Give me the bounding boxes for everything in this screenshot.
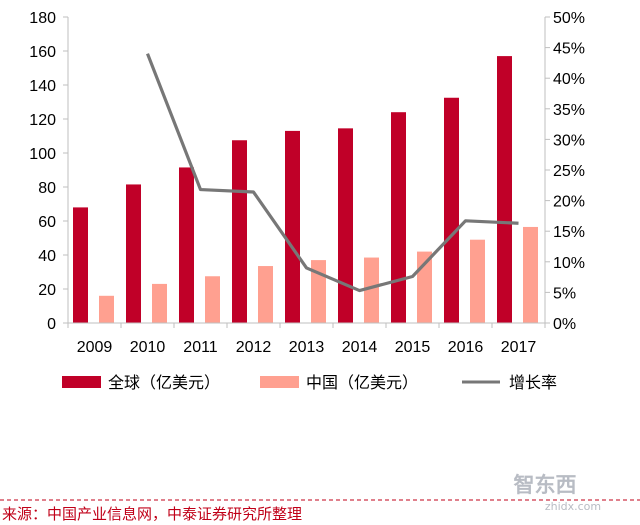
x-tick-label-2012: 2012 xyxy=(236,339,272,356)
y-right-tick-label-50: 50% xyxy=(553,10,585,27)
y-left-tick-label-100: 100 xyxy=(29,146,56,163)
legend-label-global: 全球（亿美元） xyxy=(108,373,220,392)
x-tick-label-2013: 2013 xyxy=(289,339,325,356)
bar-global-2012 xyxy=(232,140,247,323)
x-tick-label-2010: 2010 xyxy=(130,339,166,356)
x-tick-label-2014: 2014 xyxy=(342,339,378,356)
y-right-tick-label-5: 5% xyxy=(553,285,576,302)
y-right-tick-label-40: 40% xyxy=(553,71,585,88)
x-tick-label-2015: 2015 xyxy=(395,339,431,356)
bar-global-2016 xyxy=(444,97,459,323)
bar-china-2014 xyxy=(364,257,379,323)
y-left-tick-label-20: 20 xyxy=(38,282,56,299)
y-right-tick-label-15: 15% xyxy=(553,224,585,241)
bar-china-2017 xyxy=(523,226,538,323)
y-right-tick-label-30: 30% xyxy=(553,132,585,149)
legend-label-growth-rate: 增长率 xyxy=(509,373,557,392)
bar-global-2015 xyxy=(391,112,406,323)
watermark-logo-text: 智东西 xyxy=(514,473,577,497)
watermark-logo: 智东西 zhidx.com xyxy=(514,473,602,513)
y-right-tick-label-35: 35% xyxy=(553,102,585,119)
y-left-tick-label-80: 80 xyxy=(38,180,56,197)
y-right-tick-label-20: 20% xyxy=(553,194,585,211)
source-note: 来源：中国产业信息网，中泰证券研究所整理 xyxy=(2,505,302,523)
bar-china-2016 xyxy=(470,239,485,323)
x-tick-label-2009: 2009 xyxy=(77,339,113,356)
bar-china-2011 xyxy=(205,276,220,323)
plot-area xyxy=(73,53,538,323)
x-tick-label-2017: 2017 xyxy=(501,339,537,356)
bar-global-2011 xyxy=(179,167,194,323)
bar-global-2014 xyxy=(338,128,353,323)
bar-global-2009 xyxy=(73,207,88,323)
legend: 全球（亿美元） 中国（亿美元） 增长率 xyxy=(62,373,557,392)
y-left-tick-label-0: 0 xyxy=(47,316,56,333)
y-right-tick-label-10: 10% xyxy=(553,255,585,272)
bar-global-2010 xyxy=(126,184,141,323)
bar-global-2013 xyxy=(285,130,300,323)
bar-china-2012 xyxy=(258,266,273,323)
y-right-tick-label-0: 0% xyxy=(553,316,576,333)
legend-swatch-global xyxy=(62,376,101,388)
y-right-tick-label-45: 45% xyxy=(553,41,585,58)
y-left-tick-label-180: 180 xyxy=(29,10,56,27)
y-left-tick-label-120: 120 xyxy=(29,112,56,129)
watermark-url: zhidx.com xyxy=(545,500,601,513)
y-left-tick-label-140: 140 xyxy=(29,78,56,95)
bar-china-2009 xyxy=(99,295,114,323)
y-left-tick-label-60: 60 xyxy=(38,214,56,231)
bar-global-2017 xyxy=(497,56,512,323)
y-right-tick-label-25: 25% xyxy=(553,163,585,180)
axes: 0 20 40 60 80 100 120 140 160 180 0% 5% 10% 15% 20% 25%… xyxy=(29,10,585,356)
x-tick-label-2011: 2011 xyxy=(183,339,218,356)
legend-label-china: 中国（亿美元） xyxy=(306,373,418,392)
y-left-tick-label-160: 160 xyxy=(29,44,56,61)
bar-china-2010 xyxy=(152,283,167,323)
line-growth-rate xyxy=(146,53,519,293)
legend-swatch-china xyxy=(260,376,299,388)
y-left-tick-label-40: 40 xyxy=(38,248,56,265)
x-tick-label-2016: 2016 xyxy=(448,339,484,356)
